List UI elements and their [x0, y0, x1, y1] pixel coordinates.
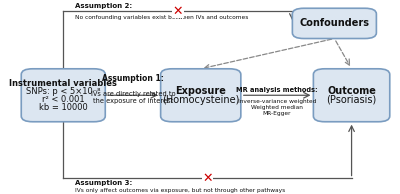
- Text: Assumption 2:: Assumption 2:: [75, 3, 132, 9]
- Text: Inverse-variance weighted
Weighted median
MR-Egger: Inverse-variance weighted Weighted media…: [238, 93, 316, 116]
- Text: Confounders: Confounders: [299, 18, 369, 28]
- Text: Outcome: Outcome: [327, 86, 376, 96]
- FancyBboxPatch shape: [313, 69, 390, 122]
- Text: SNPs: p < 5×10⁻⁸: SNPs: p < 5×10⁻⁸: [26, 87, 100, 96]
- Text: IVs only affect outcomes via exposure, but not through other pathways: IVs only affect outcomes via exposure, b…: [75, 188, 285, 193]
- Text: Exposure: Exposure: [175, 86, 226, 96]
- Text: kb = 10000: kb = 10000: [39, 103, 88, 112]
- Text: Assumption 3:: Assumption 3:: [75, 180, 132, 186]
- Text: ✕: ✕: [202, 172, 213, 185]
- Text: IVs are directly related to
the exposure of interest: IVs are directly related to the exposure…: [91, 83, 175, 105]
- Text: (Psoriasis): (Psoriasis): [326, 95, 377, 105]
- Text: No confounding variables exist between IVs and outcomes: No confounding variables exist between I…: [75, 9, 248, 20]
- Text: MR analysis methods:: MR analysis methods:: [236, 87, 318, 93]
- FancyBboxPatch shape: [21, 69, 105, 122]
- Text: Instrumental variables: Instrumental variables: [9, 79, 117, 88]
- Text: ✕: ✕: [172, 5, 183, 18]
- Text: (Homocysteine): (Homocysteine): [162, 95, 240, 105]
- FancyBboxPatch shape: [292, 8, 376, 39]
- Text: r² < 0.001: r² < 0.001: [42, 95, 84, 104]
- Text: Assumption 1:: Assumption 1:: [102, 74, 164, 83]
- FancyBboxPatch shape: [161, 69, 241, 122]
